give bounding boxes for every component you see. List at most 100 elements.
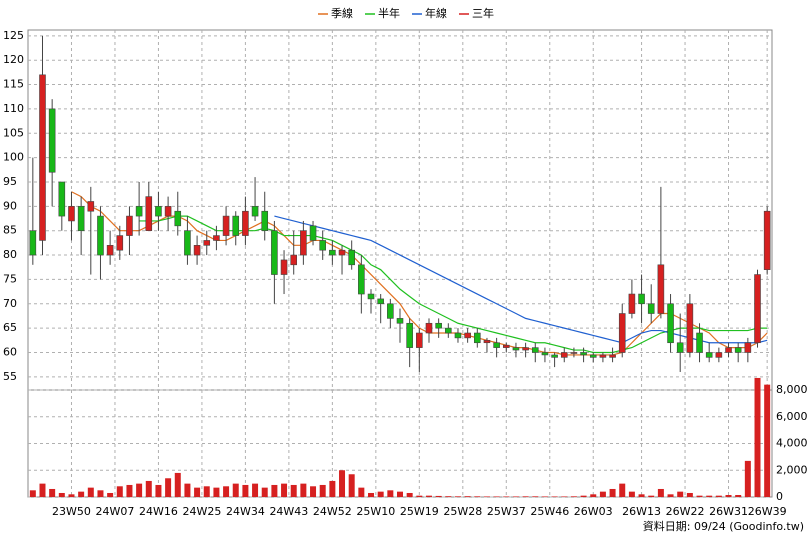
- candle-body: [135, 206, 143, 217]
- legend-label: 半年: [378, 6, 400, 20]
- x-tick-label: 25W46: [530, 505, 569, 518]
- candle-body: [763, 210, 771, 270]
- candle-body: [570, 352, 578, 354]
- candle-body: [705, 352, 713, 358]
- y-tick-label: 60: [3, 345, 17, 358]
- candle-body: [97, 215, 104, 256]
- candle-body: [145, 196, 153, 232]
- candle-body: [29, 230, 37, 256]
- ma-line: [274, 215, 768, 344]
- candle-body: [522, 347, 529, 351]
- candle-body: [734, 347, 742, 353]
- candle-body: [116, 235, 124, 251]
- volume-bar: [271, 484, 278, 497]
- volume-bar: [242, 484, 249, 497]
- candle-body: [541, 352, 549, 356]
- volume-bar: [648, 495, 655, 497]
- volume-bar: [300, 483, 307, 497]
- volume-bar: [599, 491, 606, 497]
- y2-tick-label: 8,000: [776, 383, 808, 396]
- volume-bar: [551, 496, 558, 497]
- volume-bar: [329, 480, 336, 497]
- legend-label: 三年: [472, 6, 494, 20]
- candle-body: [290, 254, 298, 266]
- y-tick-label: 90: [3, 199, 17, 212]
- candle-body: [58, 181, 66, 217]
- volume-bar: [609, 488, 616, 497]
- volume-bar: [319, 484, 326, 497]
- volume-bar: [165, 478, 172, 497]
- volume-bar: [87, 487, 94, 497]
- volume-bar: [464, 496, 471, 497]
- y-tick-label: 55: [3, 370, 17, 383]
- volume-bar: [339, 470, 346, 497]
- candle-body: [48, 108, 56, 173]
- y-tick-label: 70: [3, 297, 17, 310]
- candle-body: [271, 230, 278, 275]
- candle-body: [425, 322, 433, 334]
- volume-bar: [725, 494, 732, 497]
- x-tick-label: 26W13: [622, 505, 661, 518]
- candle-body: [222, 215, 230, 236]
- x-tick-label: 23W50: [52, 505, 91, 518]
- candle-body: [493, 342, 500, 348]
- y2-tick-label: 2,000: [776, 463, 808, 476]
- x-tick-label: 24W52: [313, 505, 352, 518]
- volume-bar: [474, 496, 481, 497]
- candle-body: [387, 303, 394, 319]
- candle-body: [164, 206, 172, 217]
- candle-body: [609, 354, 616, 358]
- candle-body: [300, 230, 307, 256]
- x-tick-label: 25W19: [400, 505, 439, 518]
- volume-bar: [493, 496, 500, 497]
- candle-body: [338, 249, 346, 256]
- volume-bar: [667, 494, 674, 497]
- volume-bar: [232, 483, 239, 497]
- y2-tick-label: 6,000: [776, 410, 808, 423]
- candle-body: [251, 206, 259, 217]
- x-tick-label: 26W03: [574, 505, 613, 518]
- candle-body: [589, 354, 597, 358]
- plot-frame: [27, 29, 773, 498]
- candle-body: [560, 352, 568, 358]
- y2-tick-label: 0: [776, 490, 783, 503]
- y-tick-label: 110: [3, 102, 24, 115]
- volume-bar: [754, 377, 761, 497]
- volume-bar: [368, 492, 375, 497]
- candle-body: [715, 352, 723, 358]
- volume-bar: [696, 495, 703, 497]
- candle-body: [39, 74, 46, 241]
- legend-label: 年線: [425, 6, 447, 20]
- volume-bar: [522, 496, 529, 497]
- footer: 資料日期: 09/24 (Goodinfo.tw): [643, 519, 804, 533]
- candle-body: [77, 206, 85, 232]
- y-tick-label: 105: [3, 126, 24, 139]
- candle-body: [184, 230, 191, 256]
- volume-bar: [213, 487, 220, 497]
- y-tick-label: 115: [3, 78, 24, 91]
- candle-body: [483, 340, 491, 344]
- candle-body: [744, 342, 752, 353]
- candle-body: [618, 313, 626, 353]
- volume-bar: [570, 496, 577, 497]
- x-tick-label: 24W07: [96, 505, 135, 518]
- candle-body: [106, 245, 114, 256]
- x-tick-label: 24W43: [269, 505, 308, 518]
- candle-body: [754, 274, 761, 344]
- candle-body: [474, 332, 481, 344]
- candle-body: [280, 259, 288, 275]
- volume-bar: [155, 484, 162, 497]
- volume-bar: [223, 486, 230, 497]
- x-tick-label: 24W34: [226, 505, 265, 518]
- candle-body: [329, 249, 336, 256]
- volume-bar: [397, 491, 403, 497]
- y-tick-label: 85: [3, 224, 17, 237]
- volume-bar: [735, 494, 742, 497]
- y-tick-label: 125: [3, 29, 24, 42]
- volume-bar: [590, 494, 597, 497]
- volume-bar: [174, 472, 181, 497]
- candle-body: [126, 215, 133, 236]
- volume-bar: [184, 483, 191, 497]
- volume-bar: [503, 496, 510, 497]
